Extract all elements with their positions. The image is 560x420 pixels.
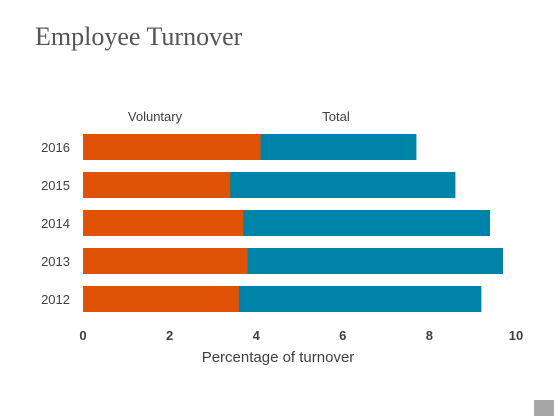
x-axis-title: Percentage of turnover	[202, 349, 355, 366]
x-tick-label-10: 10	[509, 328, 523, 343]
legend-item-voluntary: Voluntary	[128, 109, 183, 124]
y-axis-labels: 2016 2015 2014 2013 2012	[41, 140, 70, 307]
x-tick-label-6: 6	[339, 328, 346, 343]
y-tick-label-2012: 2012	[41, 292, 70, 307]
bar-voluntary-2012	[83, 286, 239, 312]
slide-corner-mark	[534, 400, 554, 416]
x-axis-ticks: 0 2 4 6 8 10	[79, 328, 523, 343]
bar-voluntary-2014	[83, 210, 244, 236]
y-tick-label-2016: 2016	[41, 140, 70, 155]
legend-item-total: Total	[322, 109, 350, 124]
y-tick-label-2013: 2013	[41, 254, 70, 269]
x-tick-label-4: 4	[253, 328, 261, 343]
chart-bars	[83, 134, 504, 312]
slide-title: Employee Turnover	[35, 22, 243, 51]
bar-voluntary-2016	[83, 134, 261, 160]
x-tick-label-0: 0	[79, 328, 86, 343]
bar-voluntary-2015	[83, 172, 231, 198]
y-tick-label-2015: 2015	[41, 178, 70, 193]
y-tick-label-2014: 2014	[41, 216, 70, 231]
x-tick-label-8: 8	[426, 328, 433, 343]
chart-legend: Voluntary Total	[128, 109, 350, 124]
x-tick-label-2: 2	[166, 328, 173, 343]
bar-voluntary-2013	[83, 248, 248, 274]
